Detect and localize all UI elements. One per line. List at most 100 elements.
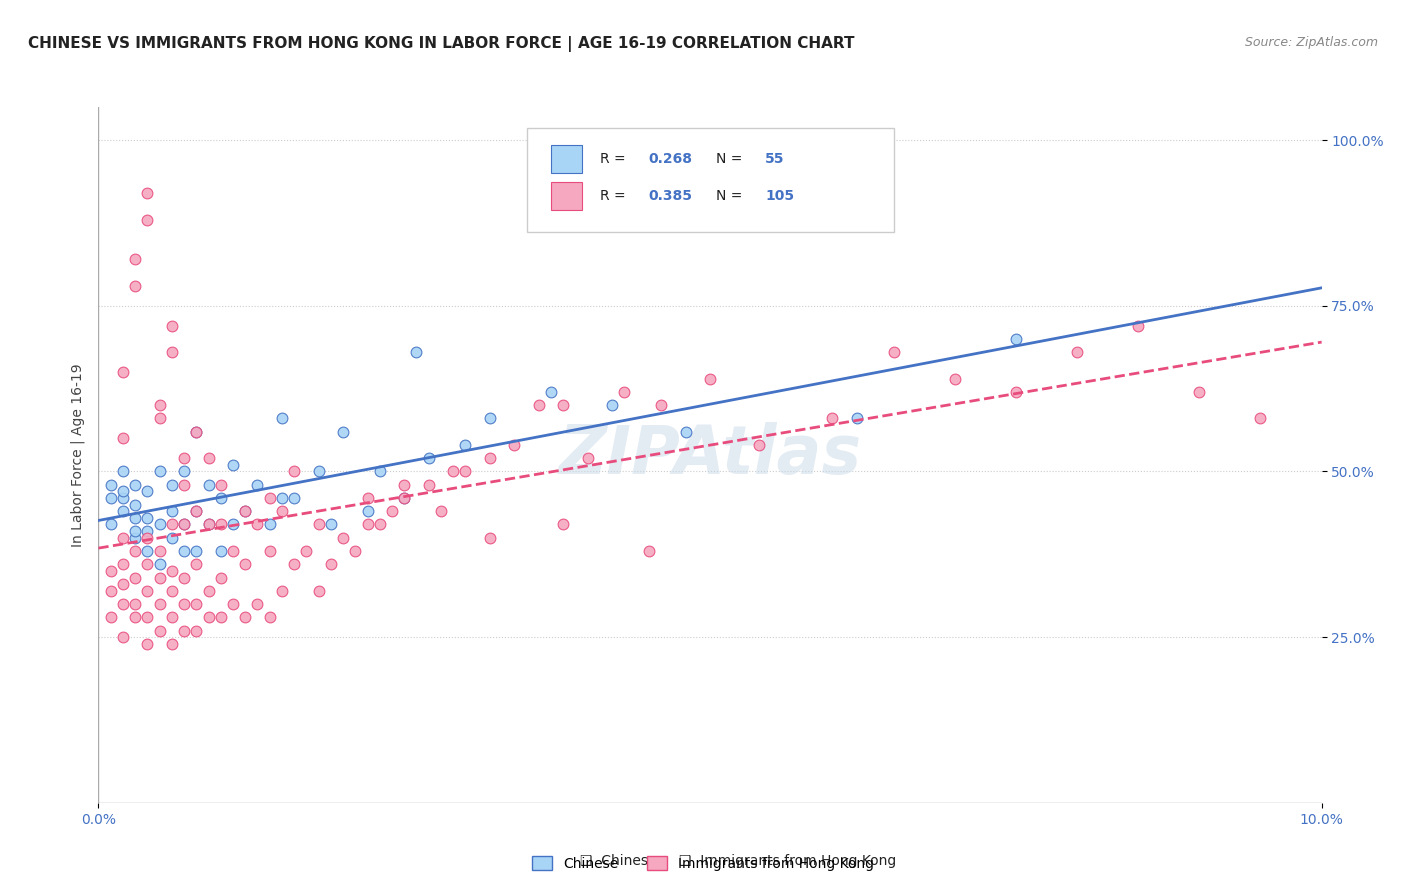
Point (650, 398, 672, 412)
Point (478, 411, 501, 425)
Point (675, 425, 697, 439)
Point (478, 451, 501, 466)
Point (270, 583, 292, 598)
Point (173, 517, 195, 532)
Text: 105: 105 (765, 189, 794, 203)
Text: N =: N = (716, 189, 747, 203)
Point (136, 186, 159, 201)
Text: Source: ZipAtlas.com: Source: ZipAtlas.com (1244, 36, 1378, 49)
Point (308, 465, 330, 479)
Text: ZIPAtlas: ZIPAtlas (558, 422, 862, 488)
Point (136, 610, 159, 624)
Point (186, 597, 208, 611)
Point (149, 624, 172, 638)
Point (186, 504, 208, 518)
Point (308, 583, 330, 598)
Point (553, 398, 575, 412)
Point (222, 517, 245, 532)
Point (259, 544, 281, 558)
Point (111, 630, 134, 644)
Point (149, 517, 172, 532)
Text: 0.385: 0.385 (648, 189, 693, 203)
FancyBboxPatch shape (526, 128, 894, 232)
Point (637, 544, 661, 558)
Point (392, 491, 416, 505)
Point (160, 517, 183, 532)
Point (1004, 384, 1026, 399)
Point (186, 425, 208, 439)
Point (173, 570, 195, 584)
Point (845, 411, 868, 425)
Point (430, 504, 453, 518)
Point (503, 438, 526, 452)
Point (600, 398, 623, 412)
Point (124, 279, 146, 293)
Point (209, 491, 232, 505)
Point (270, 491, 292, 505)
Point (246, 517, 269, 532)
Point (149, 558, 172, 572)
Point (356, 517, 378, 532)
Text: R =: R = (600, 153, 630, 166)
Point (111, 531, 134, 545)
Point (454, 438, 477, 452)
Point (160, 637, 183, 651)
Point (454, 465, 477, 479)
Text: ❑  Immigrants from Hong Kong: ❑ Immigrants from Hong Kong (679, 854, 896, 868)
Point (111, 431, 134, 445)
Point (233, 504, 256, 518)
Point (136, 544, 159, 558)
Point (478, 531, 501, 545)
Point (222, 597, 245, 611)
Point (418, 477, 440, 491)
Point (111, 491, 134, 505)
Point (186, 504, 208, 518)
Point (392, 491, 416, 505)
Point (356, 491, 378, 505)
Legend: Chinese, Immigrants from Hong Kong: Chinese, Immigrants from Hong Kong (526, 850, 880, 876)
Point (124, 597, 146, 611)
Point (283, 558, 305, 572)
Point (173, 597, 195, 611)
Point (136, 484, 159, 499)
Point (160, 318, 183, 333)
Point (160, 345, 183, 359)
Point (197, 451, 219, 466)
Point (209, 610, 232, 624)
Point (149, 570, 172, 584)
Text: 55: 55 (765, 153, 785, 166)
Point (197, 517, 219, 532)
Point (149, 465, 172, 479)
Point (381, 504, 404, 518)
Text: R =: R = (600, 189, 630, 203)
Point (186, 558, 208, 572)
Point (111, 365, 134, 379)
Text: ❑  Chinese: ❑ Chinese (581, 854, 657, 868)
Point (246, 477, 269, 491)
Point (540, 384, 562, 399)
Point (405, 345, 427, 359)
Point (209, 570, 232, 584)
Point (124, 252, 146, 267)
Point (160, 564, 183, 578)
Y-axis label: In Labor Force | Age 16-19: In Labor Force | Age 16-19 (70, 363, 84, 547)
Point (308, 517, 330, 532)
Point (136, 511, 159, 525)
Point (699, 372, 721, 386)
Point (160, 610, 183, 624)
Point (1188, 384, 1211, 399)
Point (100, 610, 122, 624)
Point (111, 504, 134, 518)
Point (100, 477, 122, 491)
Point (100, 491, 122, 505)
Point (270, 504, 292, 518)
Point (1249, 411, 1271, 425)
FancyBboxPatch shape (551, 182, 582, 210)
Point (197, 517, 219, 532)
Point (332, 425, 354, 439)
Point (197, 610, 219, 624)
Point (222, 458, 245, 472)
Point (283, 491, 305, 505)
Point (576, 451, 599, 466)
Point (1004, 332, 1026, 346)
